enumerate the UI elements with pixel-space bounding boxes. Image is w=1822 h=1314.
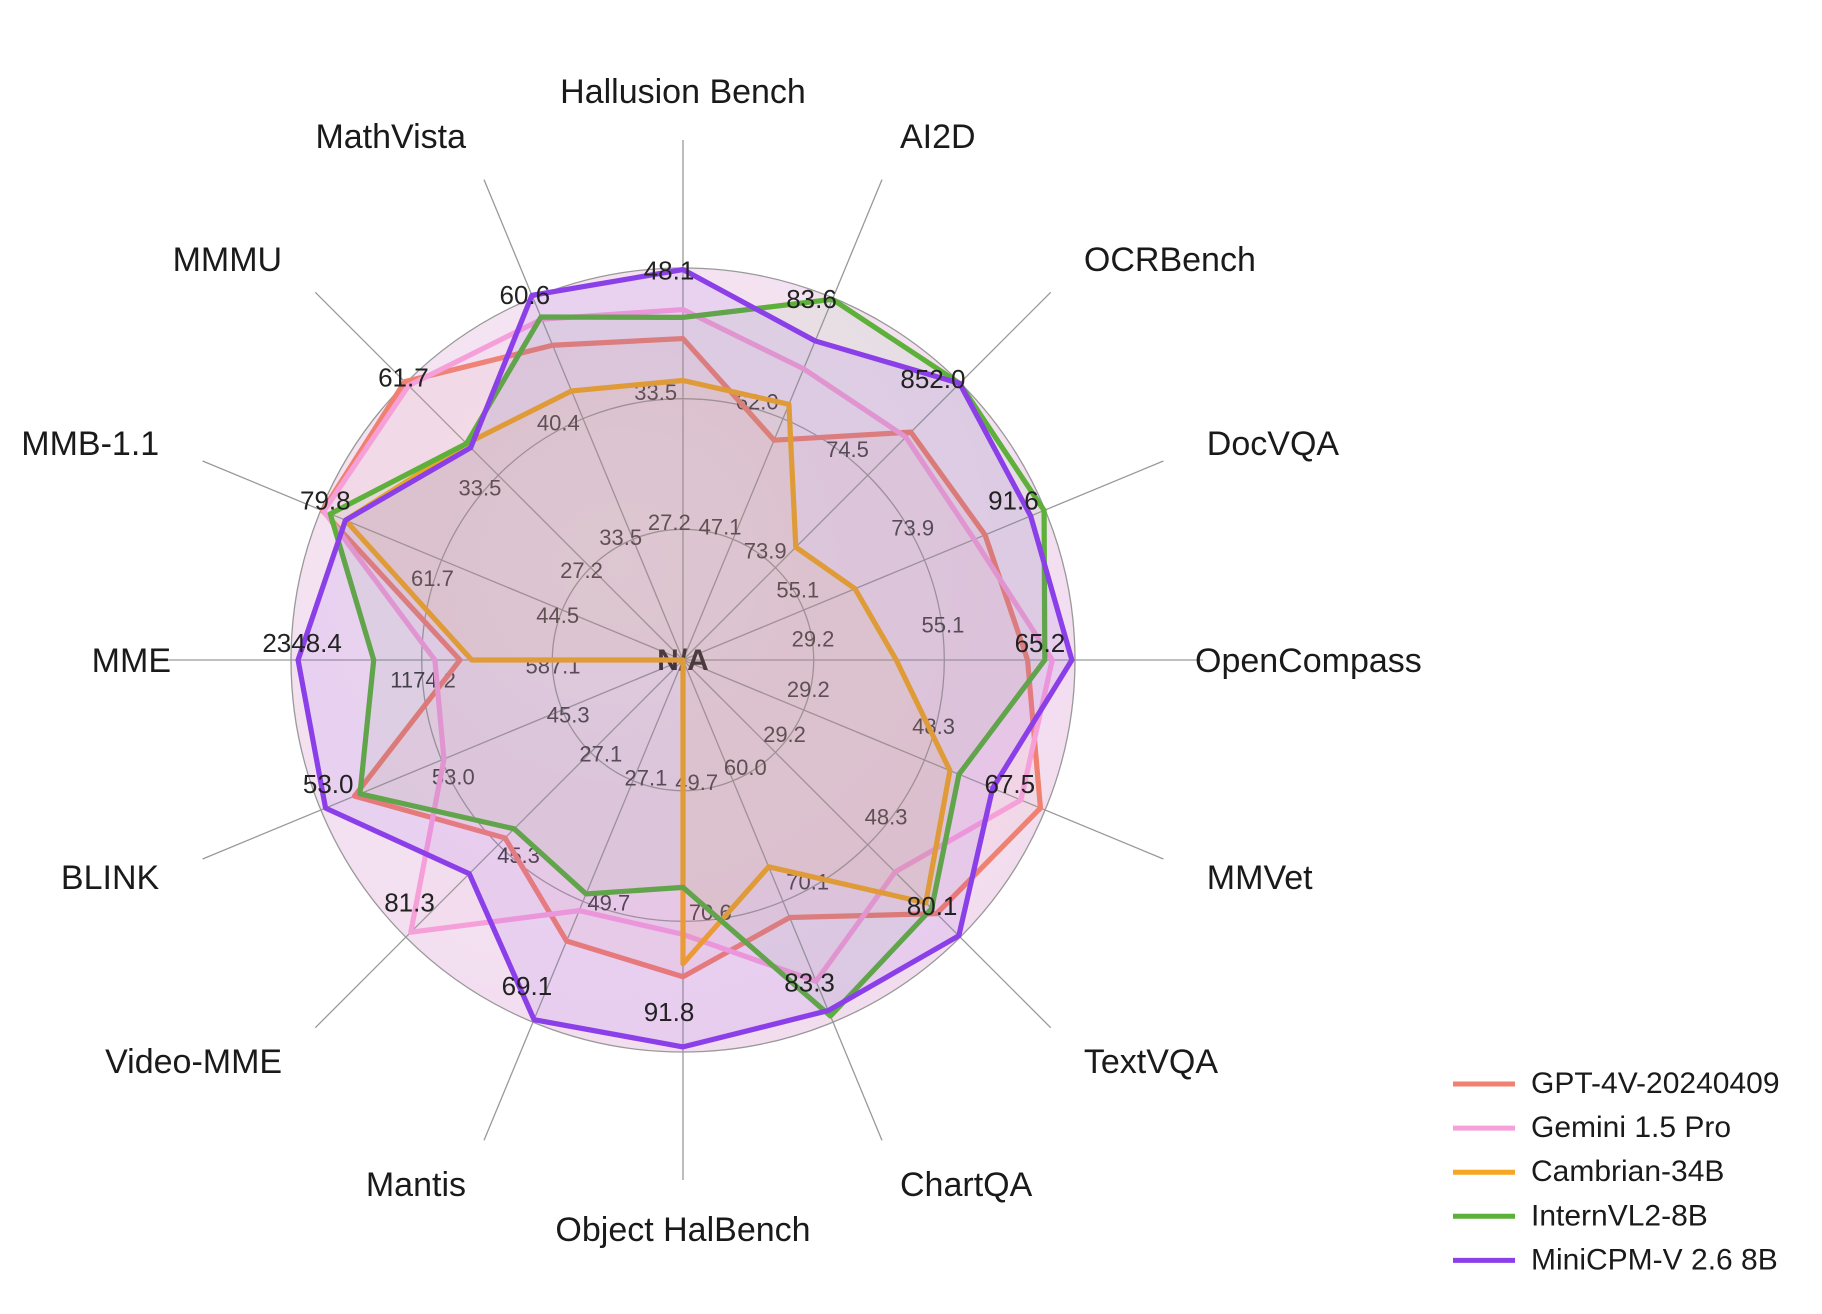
svg-text:MMB-1.1: MMB-1.1: [21, 425, 159, 463]
svg-text:DocVQA: DocVQA: [1207, 425, 1340, 463]
svg-text:GPT-4V-20240409: GPT-4V-20240409: [1531, 1067, 1780, 1100]
svg-text:48.1: 48.1: [644, 256, 695, 286]
svg-text:InternVL2-8B: InternVL2-8B: [1531, 1199, 1708, 1232]
svg-text:81.3: 81.3: [384, 888, 435, 918]
svg-text:MathVista: MathVista: [315, 118, 466, 156]
svg-text:MMVet: MMVet: [1207, 859, 1313, 897]
svg-text:83.6: 83.6: [786, 284, 837, 314]
svg-text:Object HalBench: Object HalBench: [555, 1211, 810, 1249]
svg-text:61.7: 61.7: [378, 362, 429, 392]
svg-text:OCRBench: OCRBench: [1084, 241, 1256, 279]
svg-text:Mantis: Mantis: [366, 1166, 466, 1204]
svg-text:60.6: 60.6: [499, 280, 550, 310]
svg-text:Gemini 1.5 Pro: Gemini 1.5 Pro: [1531, 1111, 1731, 1144]
svg-text:Video-MME: Video-MME: [105, 1043, 282, 1081]
svg-text:MMMU: MMMU: [173, 241, 283, 279]
svg-text:MiniCPM-V 2.6 8B: MiniCPM-V 2.6 8B: [1531, 1243, 1778, 1276]
svg-text:Cambrian-34B: Cambrian-34B: [1531, 1155, 1724, 1188]
svg-text:67.5: 67.5: [984, 769, 1035, 799]
svg-text:91.6: 91.6: [988, 485, 1039, 515]
svg-text:69.1: 69.1: [502, 971, 553, 1001]
svg-text:79.8: 79.8: [300, 486, 351, 516]
svg-text:TextVQA: TextVQA: [1084, 1043, 1218, 1081]
svg-text:53.0: 53.0: [303, 769, 354, 799]
svg-text:852.0: 852.0: [900, 364, 965, 394]
svg-text:AI2D: AI2D: [900, 118, 976, 156]
svg-text:Hallusion Bench: Hallusion Bench: [560, 73, 806, 111]
svg-text:65.2: 65.2: [1015, 628, 1066, 658]
svg-text:91.8: 91.8: [644, 997, 695, 1027]
svg-text:2348.4: 2348.4: [262, 628, 342, 658]
svg-text:80.1: 80.1: [907, 891, 958, 921]
svg-text:MME: MME: [92, 642, 171, 680]
svg-text:OpenCompass: OpenCompass: [1195, 642, 1422, 680]
svg-text:BLINK: BLINK: [61, 859, 160, 897]
svg-text:83.3: 83.3: [784, 967, 835, 997]
svg-text:ChartQA: ChartQA: [900, 1166, 1033, 1204]
